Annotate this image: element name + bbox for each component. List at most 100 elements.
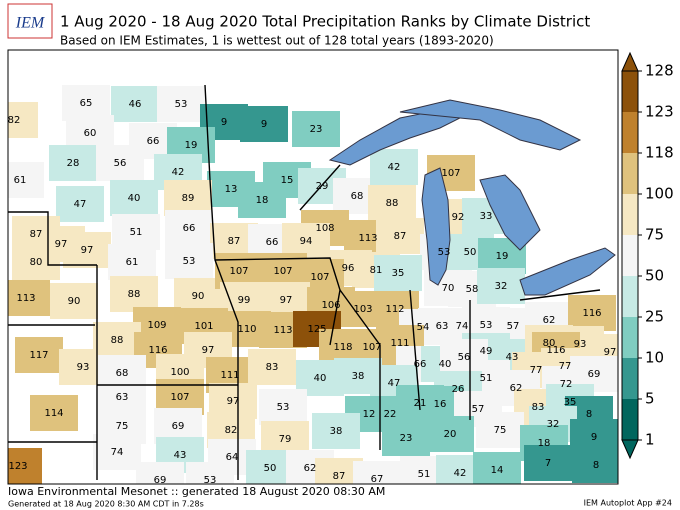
district-label: 64 bbox=[226, 452, 239, 463]
district bbox=[238, 182, 286, 218]
colorbar-tick-label: 75 bbox=[645, 226, 664, 244]
district-label: 12 bbox=[363, 409, 376, 420]
district-label: 117 bbox=[29, 350, 48, 361]
district-label: 99 bbox=[238, 295, 251, 306]
district-label: 66 bbox=[183, 223, 196, 234]
district-label: 53 bbox=[183, 256, 196, 267]
colorbar-bin bbox=[622, 112, 638, 153]
district-label: 107 bbox=[310, 272, 329, 283]
district-label: 13 bbox=[225, 184, 238, 195]
district-label: 89 bbox=[182, 193, 195, 204]
district-label: 9 bbox=[261, 119, 267, 130]
district bbox=[312, 413, 360, 449]
colorbar-tick-label: 50 bbox=[645, 267, 664, 285]
logo: IEM bbox=[15, 15, 46, 32]
district-label: 116 bbox=[546, 345, 565, 356]
district-label: 15 bbox=[281, 175, 294, 186]
district-label: 61 bbox=[14, 175, 27, 186]
colorbar-tick-label: 123 bbox=[645, 103, 674, 121]
colorbar-arrow-top bbox=[621, 51, 639, 72]
state-border bbox=[519, 289, 601, 301]
district-label: 97 bbox=[202, 345, 215, 356]
district-label: 66 bbox=[147, 136, 160, 147]
district bbox=[382, 420, 430, 456]
district-label: 50 bbox=[264, 463, 277, 474]
district-label: 108 bbox=[315, 223, 334, 234]
district-label: 42 bbox=[172, 167, 185, 178]
district-label: 38 bbox=[330, 426, 343, 437]
district-label: 106 bbox=[321, 300, 340, 311]
district-label: 97 bbox=[55, 239, 68, 250]
district-label: 92 bbox=[452, 212, 465, 223]
district bbox=[248, 349, 296, 385]
state-border bbox=[299, 164, 341, 211]
district-label: 69 bbox=[588, 369, 601, 380]
district-label: 88 bbox=[386, 198, 399, 209]
district-label: 87 bbox=[333, 471, 346, 482]
district-label: 16 bbox=[434, 399, 447, 410]
district bbox=[50, 283, 98, 319]
district bbox=[110, 180, 158, 216]
district bbox=[110, 276, 158, 312]
district-label: 72 bbox=[560, 379, 573, 390]
district-label: 67 bbox=[371, 474, 384, 485]
district-label: 93 bbox=[77, 362, 90, 373]
colorbar-tick-label: 1 bbox=[645, 431, 655, 449]
district bbox=[376, 218, 424, 254]
district-label: 42 bbox=[388, 162, 401, 173]
district-label: 107 bbox=[229, 266, 248, 277]
district-label: 75 bbox=[494, 425, 507, 436]
district-label: 8 bbox=[593, 460, 599, 471]
district bbox=[49, 145, 97, 181]
district bbox=[426, 416, 474, 452]
district bbox=[63, 232, 111, 268]
district-label: 47 bbox=[388, 378, 401, 389]
district-label: 43 bbox=[174, 450, 187, 461]
district-label: 40 bbox=[128, 193, 141, 204]
district-label: 69 bbox=[154, 475, 167, 486]
colorbar-bin bbox=[622, 399, 638, 440]
district-label: 35 bbox=[392, 268, 405, 279]
district-label: 47 bbox=[74, 199, 87, 210]
colorbar-tick-label: 100 bbox=[645, 185, 674, 203]
district-label: 9 bbox=[591, 432, 597, 443]
district-label: 97 bbox=[227, 396, 240, 407]
district-label: 40 bbox=[439, 359, 452, 370]
district-label: 75 bbox=[116, 421, 129, 432]
district-label: 97 bbox=[81, 245, 94, 256]
district-label: 116 bbox=[148, 345, 167, 356]
district-label: 35 bbox=[564, 397, 577, 408]
colorbar-arrow-bottom bbox=[621, 439, 639, 460]
district bbox=[30, 395, 78, 431]
district-label: 56 bbox=[114, 158, 127, 169]
district-label: 33 bbox=[480, 211, 493, 222]
district-label: 123 bbox=[8, 461, 27, 472]
footer-small: Generated at 18 Aug 2020 8:30 AM CDT in … bbox=[8, 500, 204, 509]
district bbox=[157, 86, 205, 122]
colorbar-tick-label: 25 bbox=[645, 308, 664, 326]
district-label: 43 bbox=[506, 352, 519, 363]
colorbar-bin bbox=[622, 276, 638, 317]
district-label: 68 bbox=[351, 191, 364, 202]
lake bbox=[479, 174, 541, 251]
district-label: 125 bbox=[307, 324, 326, 335]
district-label: 94 bbox=[300, 236, 313, 247]
district bbox=[93, 434, 141, 470]
colorbar-tick-label: 118 bbox=[645, 144, 674, 162]
district-label: 51 bbox=[480, 373, 493, 384]
district-label: 80 bbox=[543, 338, 556, 349]
district-label: 113 bbox=[273, 325, 292, 336]
district bbox=[370, 149, 418, 185]
district-label: 14 bbox=[491, 465, 504, 476]
district-label: 69 bbox=[172, 421, 185, 432]
district-label: 74 bbox=[456, 321, 469, 332]
district-label: 66 bbox=[266, 237, 279, 248]
district bbox=[12, 244, 60, 280]
district bbox=[108, 244, 156, 280]
district bbox=[165, 243, 213, 279]
district bbox=[572, 447, 618, 483]
lake bbox=[519, 247, 616, 296]
district-label: 77 bbox=[530, 365, 543, 376]
district-label: 62 bbox=[304, 463, 317, 474]
district bbox=[477, 268, 525, 304]
